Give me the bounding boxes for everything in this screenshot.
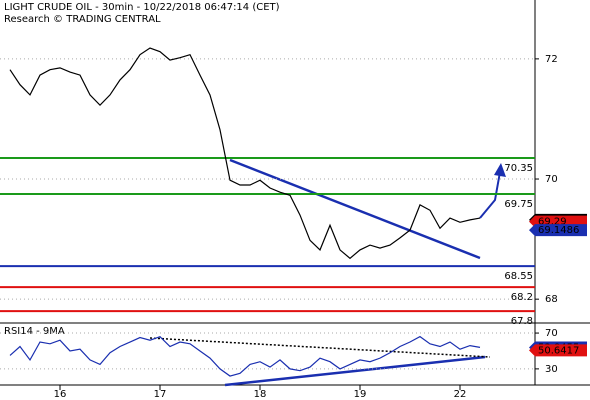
price-tag [529, 224, 587, 237]
price-line [9, 335, 481, 377]
arrow-head [494, 163, 506, 177]
level-label: 68.55 [504, 271, 533, 282]
price-line [9, 47, 481, 260]
chart-title: LIGHT CRUDE OIL - 30min - 10/22/2018 06:… [4, 2, 280, 13]
level-label: 68.2 [511, 292, 533, 303]
price-tag-label: 50.6417 [538, 345, 579, 356]
price-tag-label: 69.1486 [538, 225, 579, 236]
y-tick-label: 72 [545, 54, 558, 65]
rsi-title: RSI14 - 9MA [4, 326, 65, 337]
x-tick-label: 17 [154, 389, 167, 400]
y-tick-label: 68 [545, 294, 558, 305]
forecast-arrow [479, 171, 501, 219]
y-tick-label: 70 [545, 174, 558, 185]
price-tag [529, 344, 587, 357]
price-tag-label: 69.29 [538, 217, 567, 228]
x-tick-label: 18 [254, 389, 267, 400]
rsi-trend-line [224, 355, 486, 387]
x-tick-label: 22 [454, 389, 467, 400]
trend-line [229, 158, 481, 260]
chart-subtitle: Research © TRADING CENTRAL [4, 14, 161, 25]
level-label: 70.35 [504, 163, 533, 174]
x-tick-label: 16 [54, 389, 67, 400]
x-tick-label: 19 [354, 389, 367, 400]
rsi-resistance [149, 337, 491, 358]
y-tick-label: 70 [545, 328, 558, 339]
y-tick-label: 30 [545, 364, 558, 375]
level-label: 67.8 [511, 316, 533, 327]
level-label: 69.75 [504, 199, 533, 210]
